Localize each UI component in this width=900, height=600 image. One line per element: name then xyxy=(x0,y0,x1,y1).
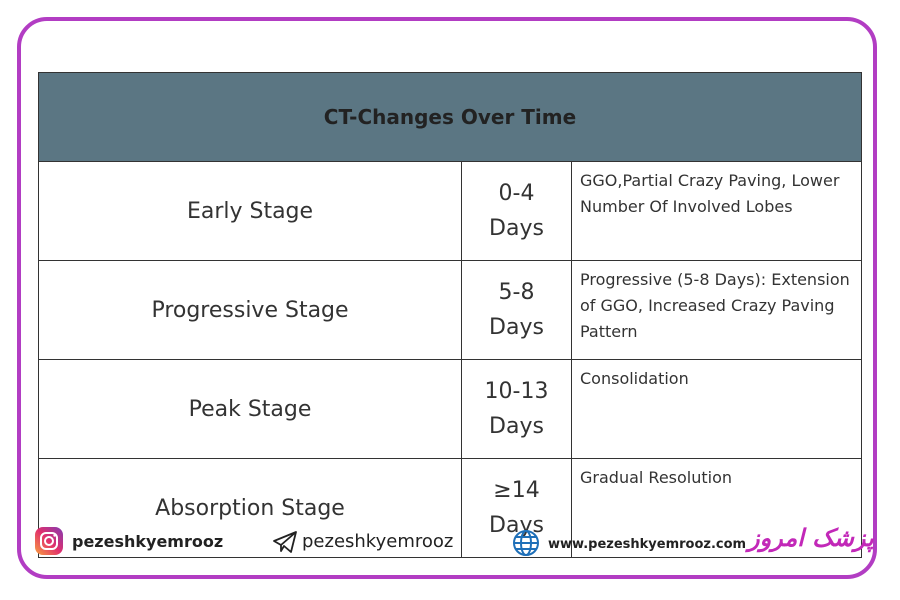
stage: Early Stage xyxy=(38,161,462,261)
telegram-icon xyxy=(273,531,297,553)
table-row: Peak Stage 10-13 Days Consolidation xyxy=(38,359,862,459)
frame xyxy=(17,17,877,579)
table-row: Progressive Stage 5-8 Days Progressive (5-… xyxy=(38,260,862,360)
stage: Progressive Stage xyxy=(38,260,462,360)
findings: Progressive (5-8 Days): Extension of GGO… xyxy=(571,260,862,360)
duration: 5-8 Days xyxy=(461,260,572,360)
findings: Gradual Resolution xyxy=(571,458,862,558)
web-icon xyxy=(513,530,539,556)
telegram-handle[interactable]: pezeshkyemrooz xyxy=(302,531,454,552)
table-row: Absorption Stage ≥14 Days Gradual Resoluti… xyxy=(38,458,862,558)
findings: Consolidation xyxy=(571,359,862,459)
table: CT-Changes Over Time Early Stage 0-4 Days… xyxy=(38,72,862,558)
findings: GGO,Partial Crazy Paving, Lower Number O… xyxy=(571,161,862,261)
table-row: Early Stage 0-4 Days GGO,Partial Crazy Pav… xyxy=(38,161,862,261)
logo: پزشک امروز xyxy=(748,524,874,552)
instagram-icon xyxy=(35,527,63,555)
duration: 10-13 Days xyxy=(461,359,572,459)
duration: ≥14 Days xyxy=(461,458,572,558)
website[interactable]: www.pezeshkyemrooz.com xyxy=(548,537,747,552)
table-title: CT-Changes Over Time xyxy=(38,72,862,162)
instagram-handle[interactable]: pezeshkyemrooz xyxy=(72,532,224,551)
duration: 0-4 Days xyxy=(461,161,572,261)
stage: Absorption Stage xyxy=(38,458,462,558)
stage: Peak Stage xyxy=(38,359,462,459)
